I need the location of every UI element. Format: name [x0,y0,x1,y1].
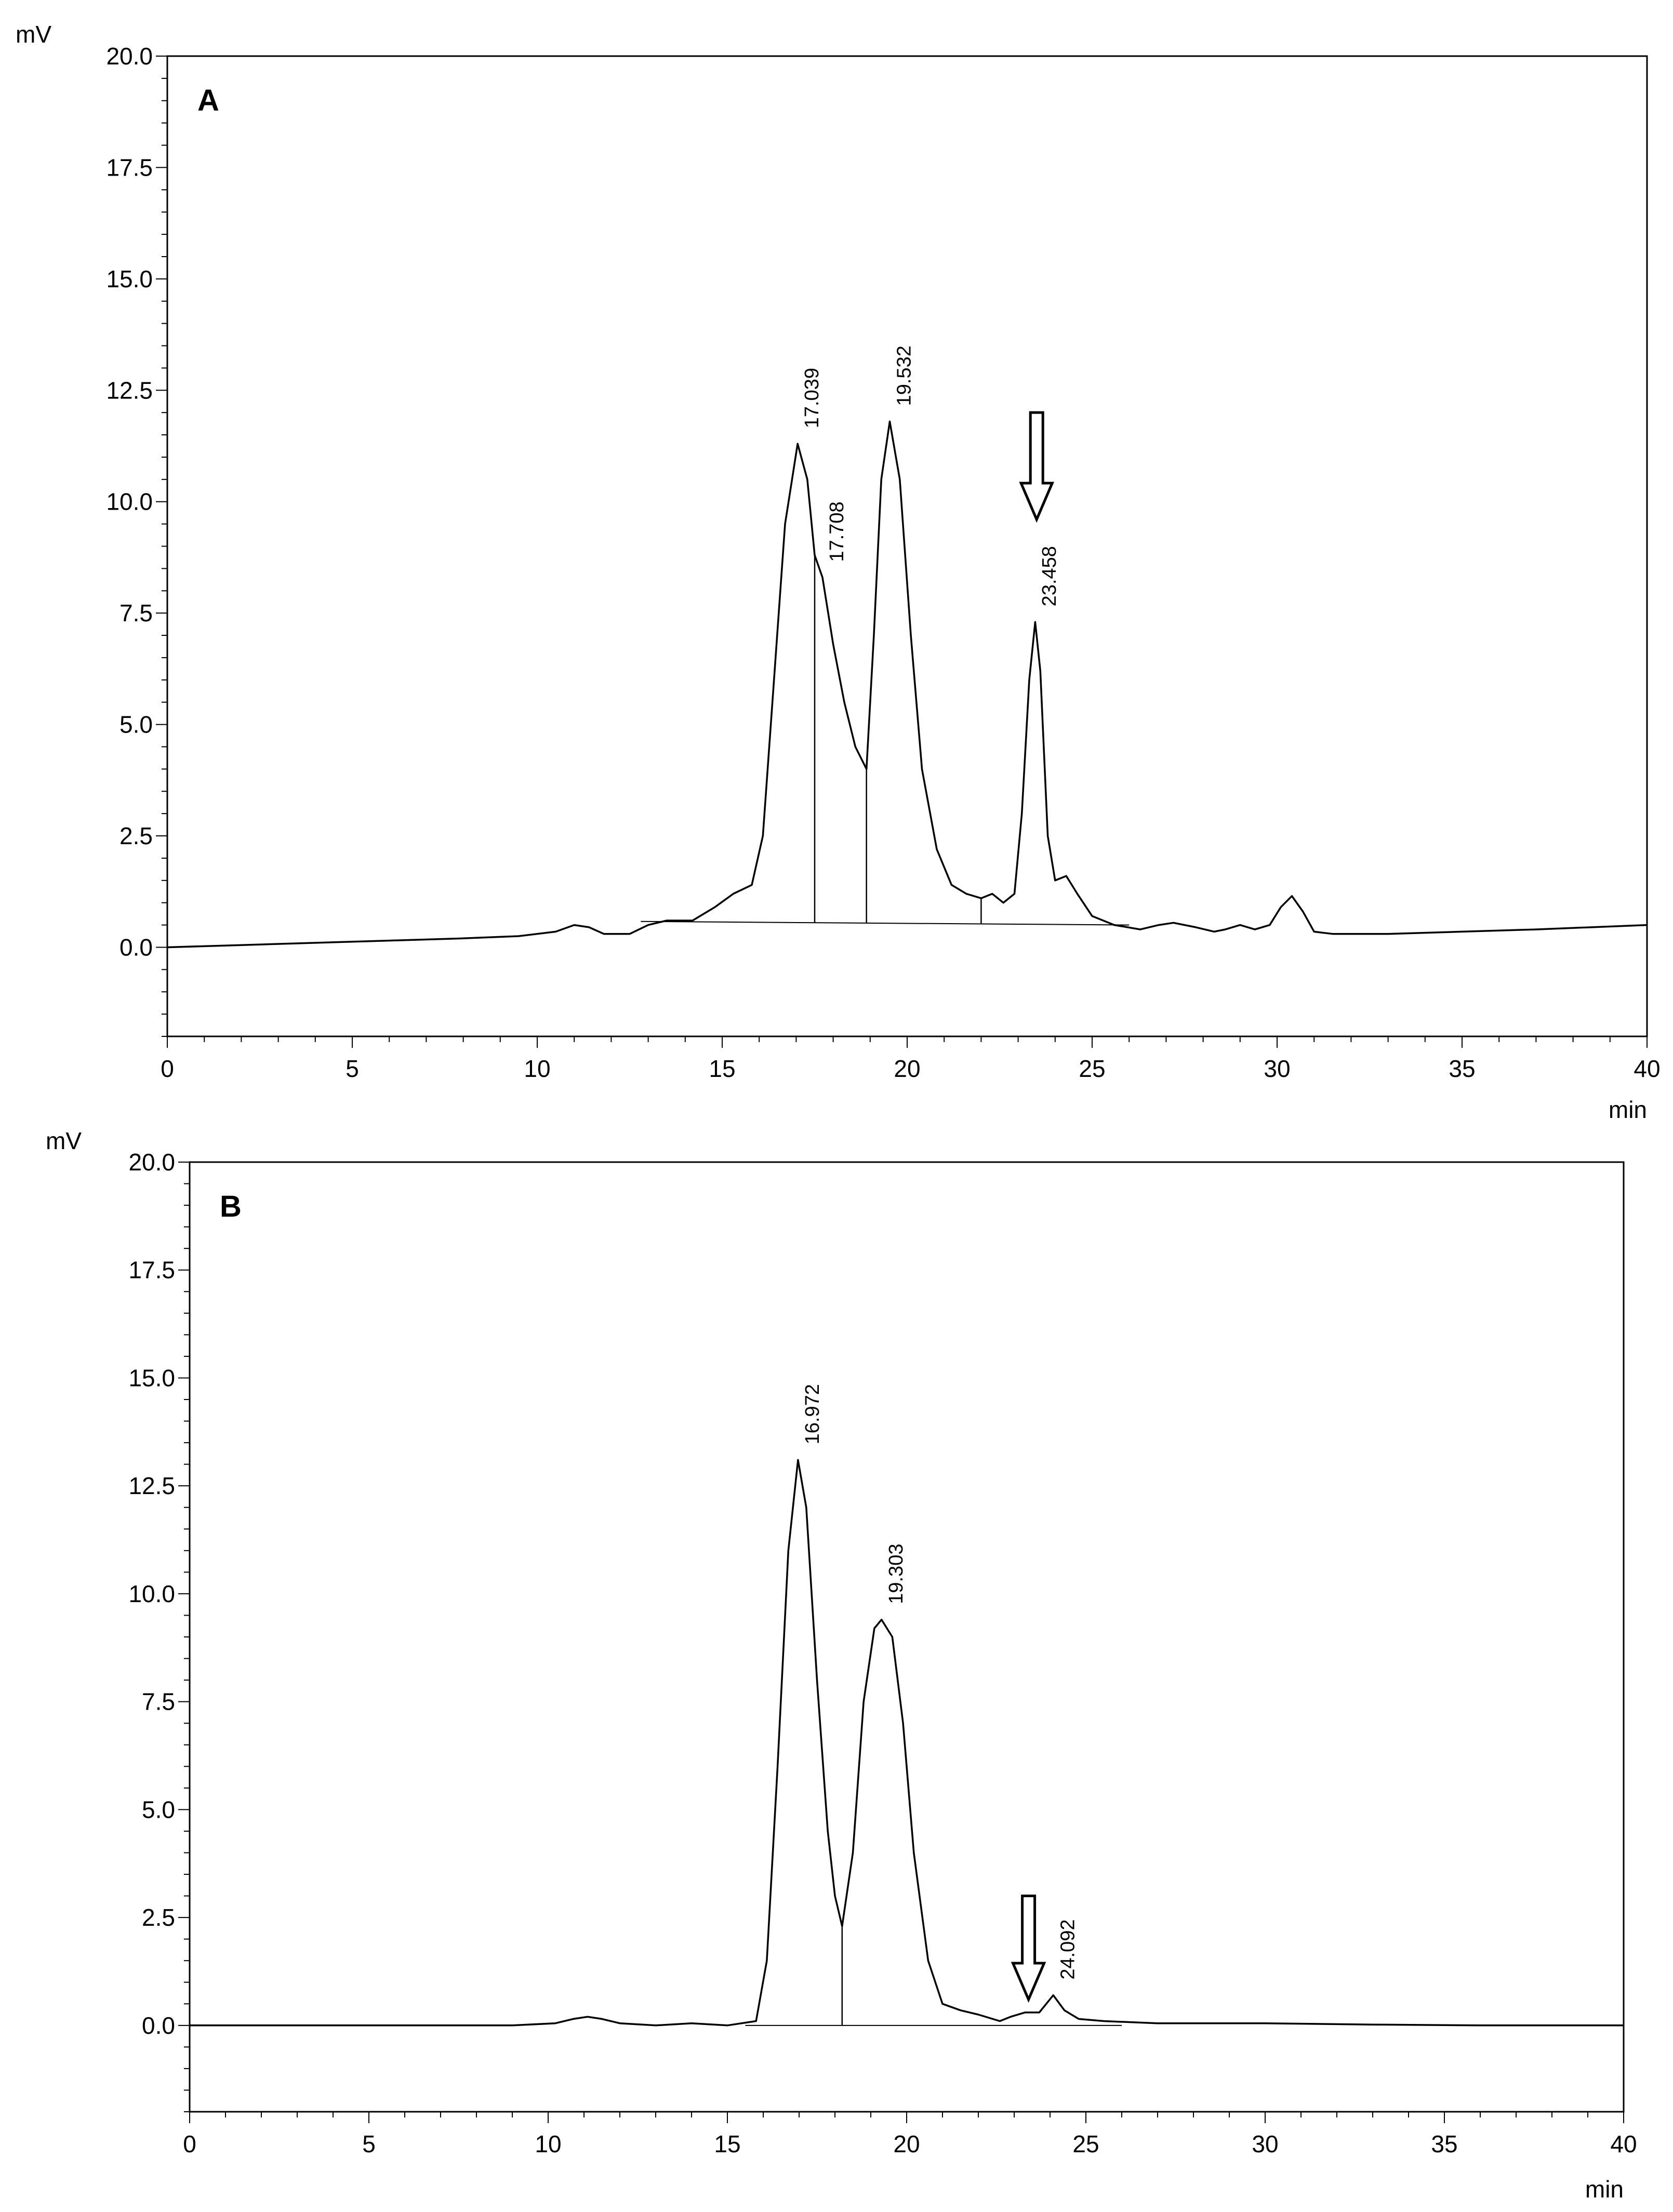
x-tick-label: 20 [894,1055,920,1082]
x-tick-label: 5 [362,2130,376,2157]
plot-frame [166,55,1648,1037]
signal-trace-line [190,1459,1624,2027]
x-unit-label: min [1585,2176,1624,2203]
peak-retention-label: 23.458 [1039,546,1060,606]
x-tick-label: 20 [893,2130,920,2157]
peak-retention-label: 19.303 [885,1544,907,1604]
x-tick-label: 25 [1079,1055,1105,1082]
signal-trace-line [167,420,1648,949]
y-tick-label: 5.0 [142,1796,175,1823]
down-arrow-icon [1019,411,1054,523]
down-arrow-icon [1011,1895,1046,2003]
y-tick-label: 7.5 [142,1688,175,1715]
chromatogram-panel-b: 0.0 2.5 5.0 7.5 10.0 12.5 15.0 17.5 20.0 0 5 10 15 20… [46,1127,1637,2203]
x-tick-label: 15 [714,2130,740,2157]
y-tick-label: 15.0 [106,265,153,292]
x-tick-label: 35 [1431,2130,1457,2157]
peak-retention-label: 16.972 [802,1384,824,1444]
y-tick-label: 5.0 [120,711,153,738]
y-tick-label: 17.5 [128,1257,175,1284]
y-tick-label: 17.5 [106,154,153,181]
integration-baseline [641,921,1130,926]
x-tick-label: 5 [346,1055,359,1082]
x-tick-label: 40 [1634,1055,1660,1082]
chromatogram-panel-a: 0.0 2.5 5.0 7.5 10.0 12.5 15.0 17.5 20.0 0 5 10 15 20… [16,21,1661,1123]
y-tick-label: 2.5 [142,1904,175,1931]
x-tick-label: 40 [1610,2130,1637,2157]
panel-label: A [197,84,219,117]
peak-retention-label: 24.092 [1057,1919,1079,1979]
y-tick-label: 12.5 [106,377,153,404]
plot-frame [189,1161,1625,2113]
y-unit-label: mV [46,1127,82,1154]
y-tick-label: 7.5 [120,599,153,627]
peak-retention-label: 17.039 [801,368,823,428]
x-tick-label: 0 [161,1055,174,1082]
peak-retention-label: 17.708 [826,501,848,562]
y-tick-label: 2.5 [120,822,153,849]
y-tick-label: 10.0 [128,1580,175,1607]
x-unit-label: min [1609,1096,1647,1123]
x-tick-label: 15 [709,1055,735,1082]
y-tick-label: 10.0 [106,488,153,515]
y-tick-label: 15.0 [128,1364,175,1391]
x-tick-label: 10 [524,1055,550,1082]
x-tick-label: 25 [1072,2130,1099,2157]
y-tick-label: 0.0 [120,934,153,961]
x-tick-label: 35 [1449,1055,1475,1082]
y-tick-label: 0.0 [142,2012,175,2039]
y-unit-label: mV [16,21,51,48]
x-tick-label: 30 [1264,1055,1290,1082]
x-tick-label: 0 [183,2130,196,2157]
y-tick-label: 20.0 [128,1149,175,1176]
panel-label: B [220,1190,242,1223]
y-tick-label: 12.5 [128,1472,175,1499]
x-tick-label: 10 [535,2130,561,2157]
y-tick-label: 20.0 [106,43,153,70]
x-tick-label: 30 [1252,2130,1278,2157]
peak-retention-label: 19.532 [894,345,915,406]
